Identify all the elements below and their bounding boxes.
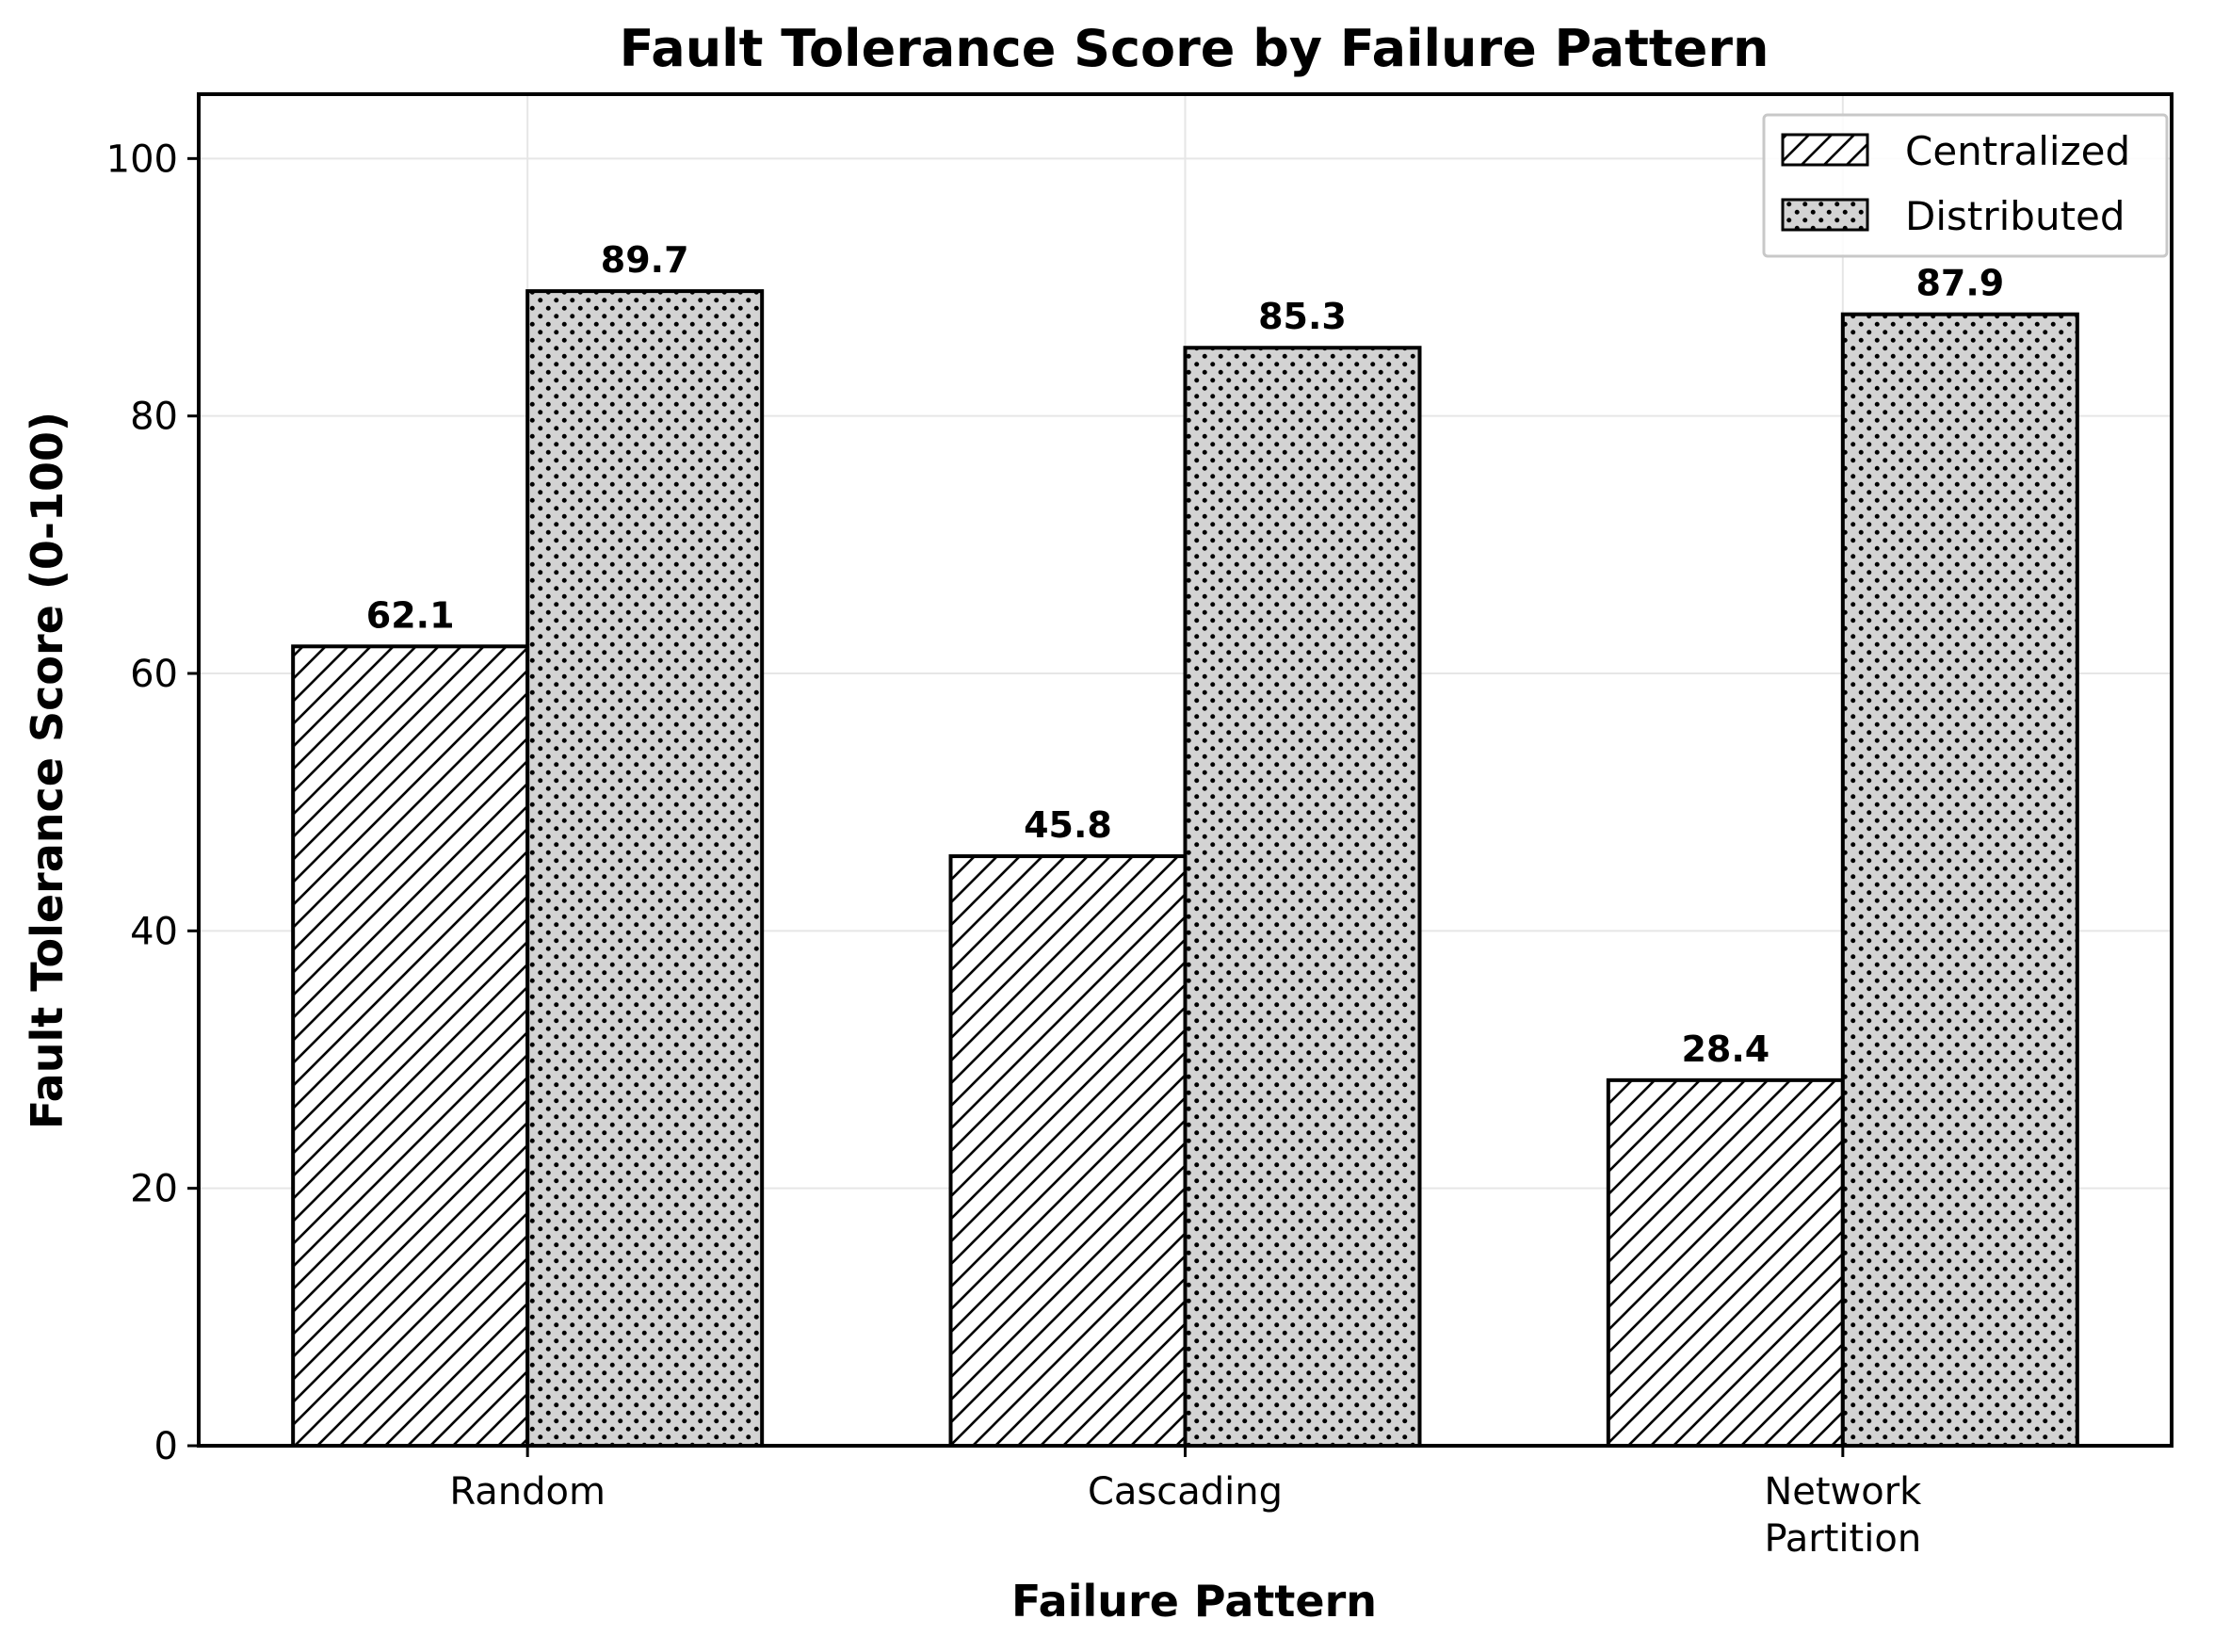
legend-swatch-centralized [1781,133,1869,167]
y-tick-label: 40 [130,910,178,953]
x-axis-label: Failure Pattern [1011,1576,1377,1627]
value-label-centralized-1: 45.8 [1024,804,1112,846]
bar-centralized-0 [291,644,530,1448]
value-label-centralized-0: 62.1 [366,594,455,636]
y-tick-label: 100 [106,138,178,181]
legend-swatch-distributed [1781,198,1869,232]
x-tick-label: Random [449,1470,606,1514]
y-tick-label: 80 [130,396,178,439]
bar-distributed-2 [1840,312,2079,1449]
y-tick-label: 60 [130,653,178,696]
bar-centralized-2 [1606,1077,1845,1449]
chart-title: Fault Tolerance Score by Failure Pattern [620,19,1770,78]
bars [291,289,2079,1449]
legend-label-centralized: Centralized [1905,128,2130,174]
x-tick-label: Partition [1764,1517,1921,1561]
y-axis-ticks: 0 20 40 60 80 100 [106,138,199,1468]
bar-distributed-1 [1183,346,1422,1449]
y-tick-label: 20 [130,1168,178,1211]
value-label-distributed-2: 87.9 [1915,263,2004,304]
bar-centralized-1 [948,854,1188,1448]
legend-label-distributed: Distributed [1905,193,2125,239]
value-label-distributed-1: 85.3 [1258,296,1347,337]
value-label-distributed-0: 89.7 [601,239,689,281]
value-label-centralized-2: 28.4 [1681,1028,1770,1070]
x-tick-label: Cascading [1088,1470,1283,1514]
value-labels: 62.1 45.8 28.4 89.7 85.3 87.9 [366,239,2004,1070]
y-tick-label: 0 [154,1425,178,1468]
x-tick-label: Network [1764,1470,1922,1514]
legend: Centralized Distributed [1762,113,2169,258]
bar-distributed-0 [525,289,765,1449]
y-axis-label: Fault Tolerance Score (0-100) [22,412,73,1129]
